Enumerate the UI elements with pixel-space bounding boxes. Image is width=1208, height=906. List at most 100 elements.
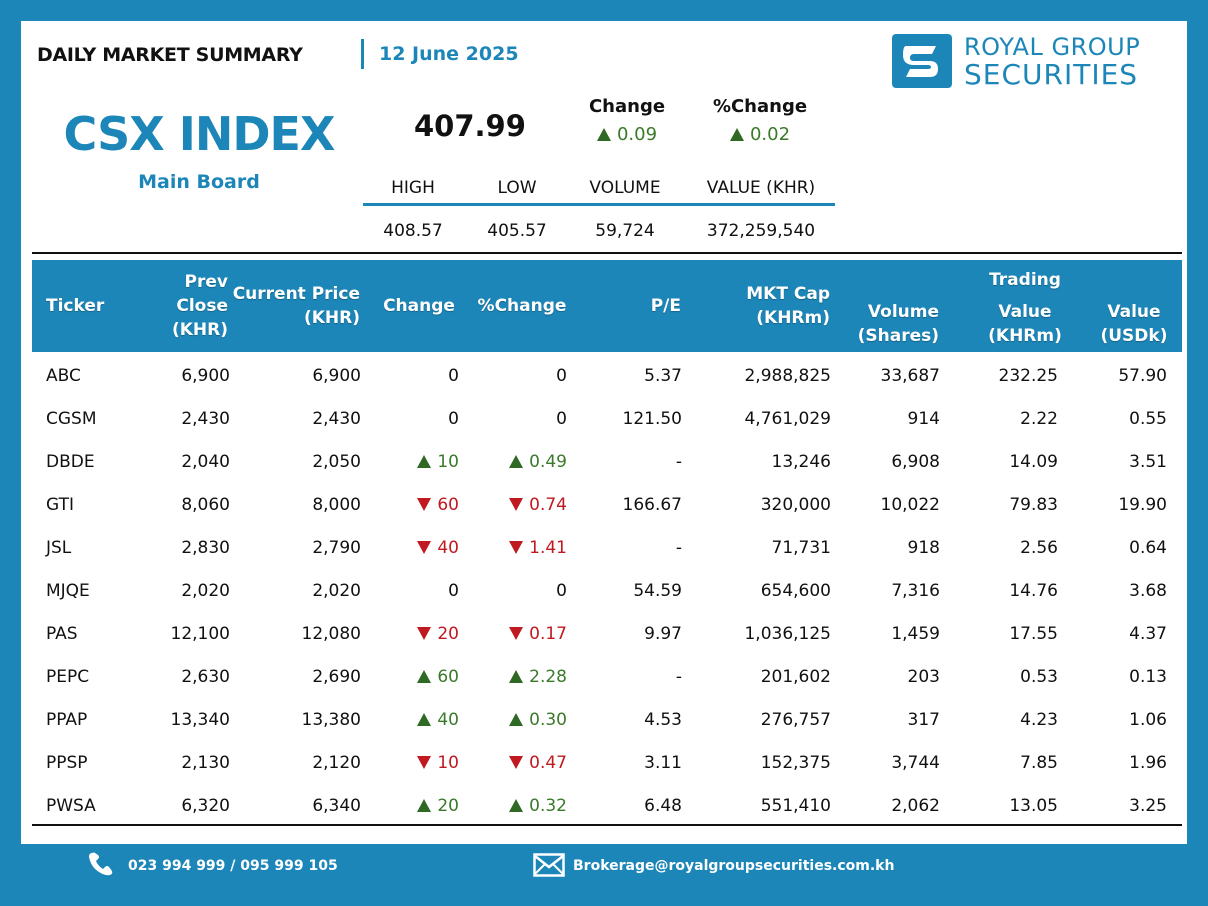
cell-ticker: ABC [46,366,81,386]
stat-value-value: 372,259,540 [706,221,816,241]
cell-pe: 166.67 [622,495,682,515]
cell-value-khr: 13.05 [1009,796,1058,816]
triangle-down-icon [417,541,432,554]
triangle-up-icon [417,713,432,726]
triangle-up-icon [509,455,524,468]
cell-pe: 4.53 [644,710,682,730]
cell-mkt-cap: 13,246 [771,452,831,472]
cell-mkt-cap: 2,988,825 [744,366,831,386]
th-prev-close-1: Prev [184,272,228,292]
table-row: PPSP 2,130 2,120 10 0.47 3.11 152,375 3,744 7.85… [32,741,1182,784]
th-ticker: Ticker [46,296,105,316]
th-pe: P/E [650,296,681,316]
cell-pe: 54.59 [633,581,682,601]
stat-value-label: VALUE (KHR) [706,178,816,198]
cell-change: 10 [372,753,459,773]
cell-current-price: 6,340 [312,796,361,816]
cell-ticker: PWSA [46,796,96,816]
cell-pe: - [675,667,682,687]
cell-pe: - [675,452,682,472]
cell-ticker: PAS [46,624,78,644]
cell-ticker: JSL [46,538,72,558]
cell-pct-change: 1.41 [462,538,567,558]
th-volume-1: Volume [867,302,939,322]
cell-mkt-cap: 654,600 [760,581,831,601]
index-pct-change-label: %Change [712,96,808,117]
index-name: CSX INDEX [63,107,336,161]
cell-volume: 1,459 [891,624,940,644]
th-value-khr-2: (KHRm) [988,326,1062,346]
index-board: Main Board [138,171,260,193]
cell-current-price: 2,120 [312,753,361,773]
th-current-price-2: (KHR) [303,308,360,328]
table-row: PEPC 2,630 2,690 60 2.28 - 201,602 203 0.53 0.13 [32,655,1182,698]
brand-line-1: ROYAL GROUP [964,33,1141,61]
cell-value-khr: 17.55 [1009,624,1058,644]
cell-mkt-cap: 551,410 [760,796,831,816]
triangle-up-icon [509,713,524,726]
cell-volume: 918 [907,538,940,558]
cell-value-khr: 0.53 [1020,667,1058,687]
th-change: Change [383,296,455,316]
triangle-down-icon [417,627,432,640]
cell-mkt-cap: 1,036,125 [744,624,831,644]
th-mkt-cap-1: MKT Cap [746,284,830,304]
stat-high-value: 408.57 [383,221,443,241]
th-prev-close-3: (KHR) [171,320,228,340]
th-trading: Trading [989,270,1061,290]
cell-value-khr: 2.56 [1020,538,1058,558]
cell-pct-change: 0 [556,409,567,429]
cell-value-usd: 0.64 [1129,538,1167,558]
cell-change: 40 [372,710,459,730]
index-change-value: 0.09 [557,124,697,145]
stat-high-label: HIGH [391,178,435,198]
cell-volume: 317 [907,710,940,730]
cell-ticker: PPAP [46,710,88,730]
report-title: DAILY MARKET SUMMARY [37,44,303,66]
triangle-up-icon [509,799,524,812]
table-row: PWSA 6,320 6,340 20 0.32 6.48 551,410 2,062 13.0… [32,784,1182,827]
cell-pe: 5.37 [644,366,682,386]
cell-prev-close: 2,040 [181,452,230,472]
cell-change: 0 [448,409,459,429]
th-pct-change: %Change [477,296,567,316]
th-value-usd-2: (USDk) [1100,326,1168,346]
cell-value-usd: 4.37 [1129,624,1167,644]
cell-pe: 6.48 [644,796,682,816]
cell-current-price: 12,080 [301,624,361,644]
report-date: 12 June 2025 [379,43,519,65]
cell-ticker: PPSP [46,753,88,773]
cell-ticker: CGSM [46,409,97,429]
cell-pct-change: 0.17 [462,624,567,644]
cell-volume: 914 [907,409,940,429]
cell-value-usd: 1.96 [1129,753,1167,773]
cell-prev-close: 8,060 [181,495,230,515]
cell-pe: 121.50 [622,409,682,429]
cell-pct-change: 0.49 [462,452,567,472]
cell-value-usd: 0.55 [1129,409,1167,429]
cell-mkt-cap: 320,000 [760,495,831,515]
cell-value-usd: 0.13 [1129,667,1167,687]
cell-ticker: GTI [46,495,74,515]
mail-icon [533,853,565,882]
cell-value-khr: 79.83 [1009,495,1058,515]
cell-prev-close: 2,020 [181,581,230,601]
cell-prev-close: 2,430 [181,409,230,429]
cell-change: 40 [372,538,459,558]
cell-value-khr: 232.25 [998,366,1058,386]
cell-prev-close: 2,630 [181,667,230,687]
cell-value-khr: 14.76 [1009,581,1058,601]
th-current-price-1: Current Price [232,284,360,304]
cell-value-usd: 3.68 [1129,581,1167,601]
cell-pct-change: 0 [556,581,567,601]
cell-change: 20 [372,796,459,816]
th-volume-2: (Shares) [857,326,939,346]
triangle-down-icon [509,498,524,511]
footer-email[interactable]: Brokerage@royalgroupsecurities.com.kh [573,858,895,874]
cell-current-price: 2,050 [312,452,361,472]
cell-current-price: 8,000 [312,495,361,515]
cell-pct-change: 0.47 [462,753,567,773]
brand-name: ROYAL GROUP SECURITIES [964,35,1140,89]
cell-pct-change: 0.32 [462,796,567,816]
cell-ticker: MJQE [46,581,90,601]
